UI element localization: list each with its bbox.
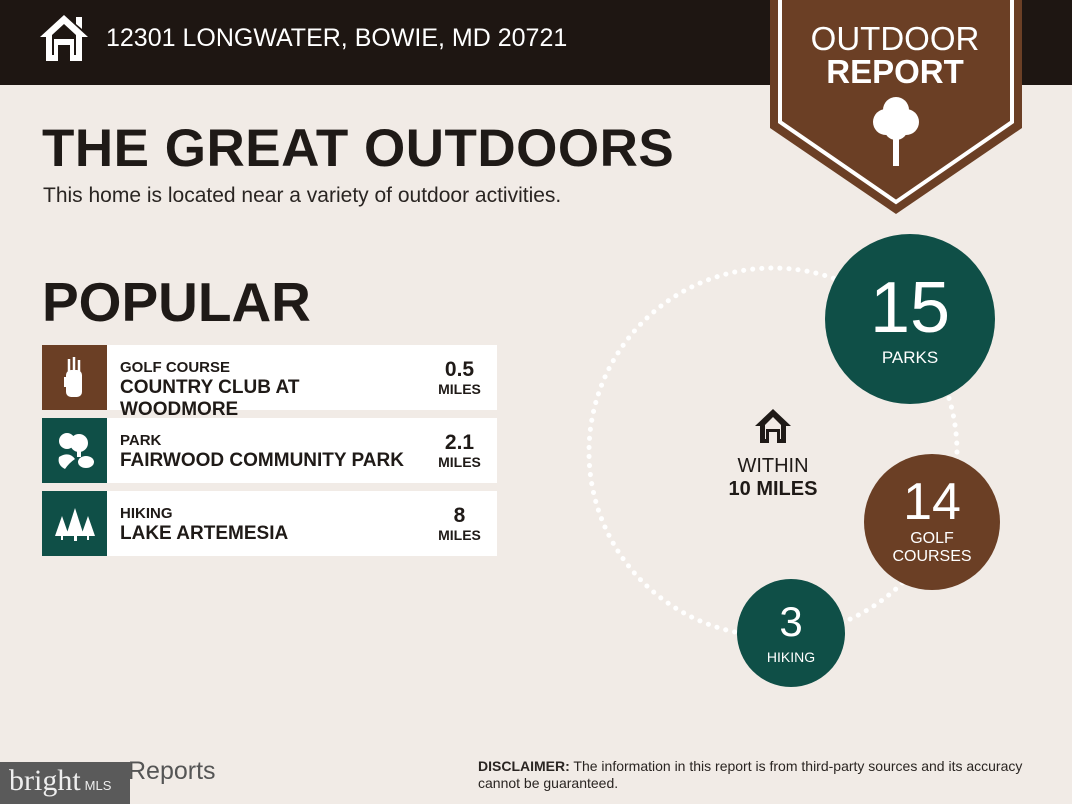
reports-logo: Reports bbox=[128, 757, 216, 785]
within-distance: 10 MILES bbox=[728, 478, 818, 500]
parks-count-bubble: 15 PARKS bbox=[825, 234, 995, 404]
page-subtitle: This home is located near a variety of o… bbox=[43, 184, 562, 207]
popular-heading: POPULAR bbox=[42, 271, 311, 333]
park-icon bbox=[42, 418, 107, 483]
golf-label: GOLF bbox=[910, 530, 954, 547]
item-distance: 2.1 bbox=[444, 431, 475, 454]
golf-label-2: COURSES bbox=[892, 548, 972, 565]
list-item-park: PARK FAIRWOOD COMMUNITY PARK 2.1 MILES bbox=[42, 418, 497, 483]
golf-count-bubble: 14 GOLF COURSES bbox=[864, 454, 1000, 590]
watermark-text: bright bbox=[9, 764, 81, 797]
golf-count: 14 bbox=[903, 473, 961, 531]
item-category: GOLF COURSE bbox=[120, 359, 231, 376]
property-address: 12301 LONGWATER, BOWIE, MD 20721 bbox=[106, 24, 568, 52]
home-icon bbox=[40, 15, 88, 61]
within-label: WITHIN bbox=[737, 455, 809, 477]
item-name: COUNTRY CLUB AT WOODMORE bbox=[120, 377, 300, 420]
golf-bag-icon bbox=[42, 345, 107, 410]
item-name: LAKE ARTEMESIA bbox=[120, 523, 289, 544]
tree-icon bbox=[873, 97, 919, 166]
pine-trees-icon bbox=[42, 491, 107, 556]
parks-label: PARKS bbox=[881, 348, 939, 367]
item-unit: MILES bbox=[438, 454, 481, 470]
hiking-count-bubble: 3 HIKING bbox=[737, 579, 845, 687]
item-name: FAIRWOOD COMMUNITY PARK bbox=[120, 450, 404, 471]
disclaimer-text: The information in this report is from t… bbox=[478, 758, 1023, 791]
list-item-hiking: HIKING LAKE ARTEMESIA 8 MILES bbox=[42, 491, 497, 556]
within-radius: WITHIN 10 MILES bbox=[700, 455, 846, 501]
hiking-count: 3 bbox=[779, 598, 803, 645]
item-category: PARK bbox=[120, 432, 162, 449]
badge-line2: REPORT bbox=[826, 53, 964, 90]
bright-mls-watermark: bright MLS bbox=[0, 762, 130, 804]
item-category: HIKING bbox=[120, 505, 173, 522]
parks-count: 15 bbox=[869, 268, 951, 348]
item-distance: 0.5 bbox=[444, 358, 475, 381]
hiking-label: HIKING bbox=[766, 649, 816, 665]
home-icon bbox=[755, 409, 791, 443]
badge-title: OUTDOOR REPORT bbox=[770, 22, 1020, 88]
disclaimer: DISCLAIMER: The information in this repo… bbox=[478, 758, 1038, 792]
badge-line1: OUTDOOR bbox=[810, 20, 980, 57]
disclaimer-label: DISCLAIMER: bbox=[478, 758, 570, 774]
list-item-golf: GOLF COURSE COUNTRY CLUB AT WOODMORE 0.5 M… bbox=[42, 345, 497, 420]
outdoor-report-badge bbox=[770, 0, 1022, 214]
page-title: THE GREAT OUTDOORS bbox=[42, 119, 675, 178]
item-unit: MILES bbox=[438, 527, 481, 543]
item-unit: MILES bbox=[438, 381, 481, 397]
watermark-mls: MLS bbox=[84, 778, 112, 793]
item-distance: 8 bbox=[453, 504, 466, 527]
